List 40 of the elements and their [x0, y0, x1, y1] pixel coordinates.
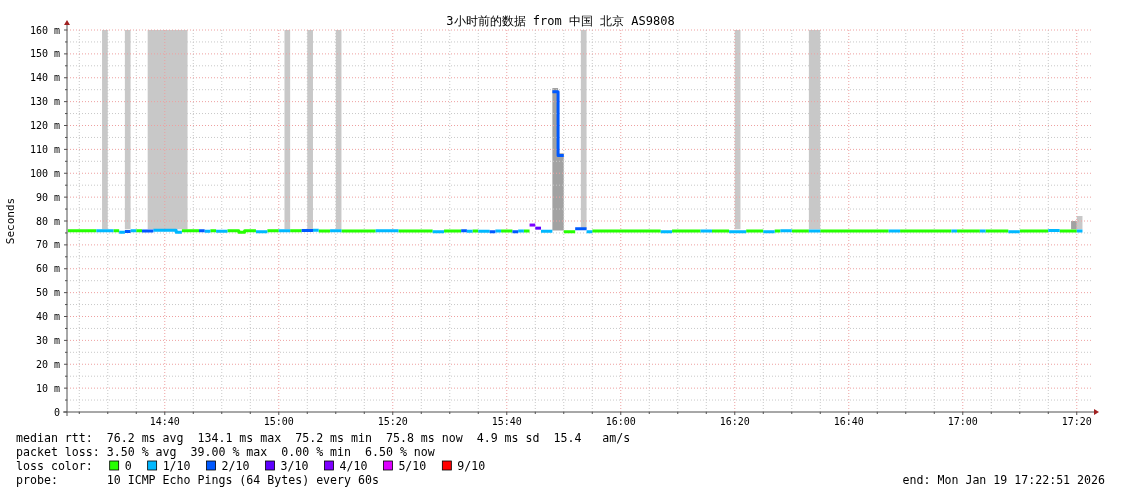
xtick-label: 15:00 — [263, 416, 294, 427]
xtick-label: 16:20 — [719, 416, 750, 427]
xtick-label: 16:00 — [605, 416, 636, 427]
title: 3小时前的数据 from 中国 北京 AS9808 — [446, 14, 675, 28]
ytick-label: 30 m — [35, 334, 60, 346]
ytick-label: 110 m — [29, 143, 60, 155]
annotation: probe: 10 ICMP Echo Pings (64 Bytes) every 60s — [16, 473, 379, 487]
legend-label: 3/10 — [280, 459, 309, 473]
ytick-label: 70 m — [35, 239, 60, 251]
xtick-label: 17:00 — [947, 416, 978, 427]
ytick-label: 140 m — [29, 72, 60, 84]
ytick-label: 160 m — [29, 24, 60, 36]
ytick-label: 20 m — [35, 358, 60, 370]
ytick-label: 40 m — [35, 311, 60, 322]
xtick-label: 15:40 — [491, 416, 522, 427]
legend-label: 5/10 — [398, 459, 427, 473]
annotation: packet loss: 3.50 % avg 39.00 % max 0.00 % min 6.50 % now — [16, 445, 435, 459]
legend-label: 4/10 — [339, 459, 368, 473]
legend-label: 1/10 — [162, 459, 191, 473]
xtick-label: 17:20 — [1061, 416, 1092, 427]
ylabel: Seconds — [4, 197, 17, 245]
ytick-label: 100 m — [29, 167, 60, 179]
ytick-label: 90 m — [35, 191, 60, 203]
legend-label: 0 — [124, 459, 132, 473]
ytick-label: 60 m — [35, 263, 60, 275]
ytick-label: 0 — [53, 406, 60, 418]
legend-label: 9/10 — [457, 459, 486, 473]
annotation: end: Mon Jan 19 17:22:51 2026 — [902, 473, 1105, 487]
ytick-label: 120 m — [29, 120, 60, 131]
legend-label: 2/10 — [221, 459, 250, 473]
xtick-label: 14:40 — [149, 416, 180, 427]
xtick-label: 15:20 — [377, 416, 408, 427]
ytick-label: 50 m — [35, 287, 60, 299]
annotation: median rtt: 76.2 ms avg 134.1 ms max 75.2 ms min 75.8 ms now 4.9 ms sd 15.4 am/s — [16, 431, 631, 445]
legend-title: loss color: — [16, 459, 93, 473]
ytick-label: 130 m — [29, 96, 60, 108]
ytick-label: 150 m — [29, 48, 60, 60]
ytick-label: 10 m — [35, 382, 60, 394]
ytick-label: 80 m — [35, 215, 60, 227]
xtick-label: 16:40 — [833, 416, 864, 427]
